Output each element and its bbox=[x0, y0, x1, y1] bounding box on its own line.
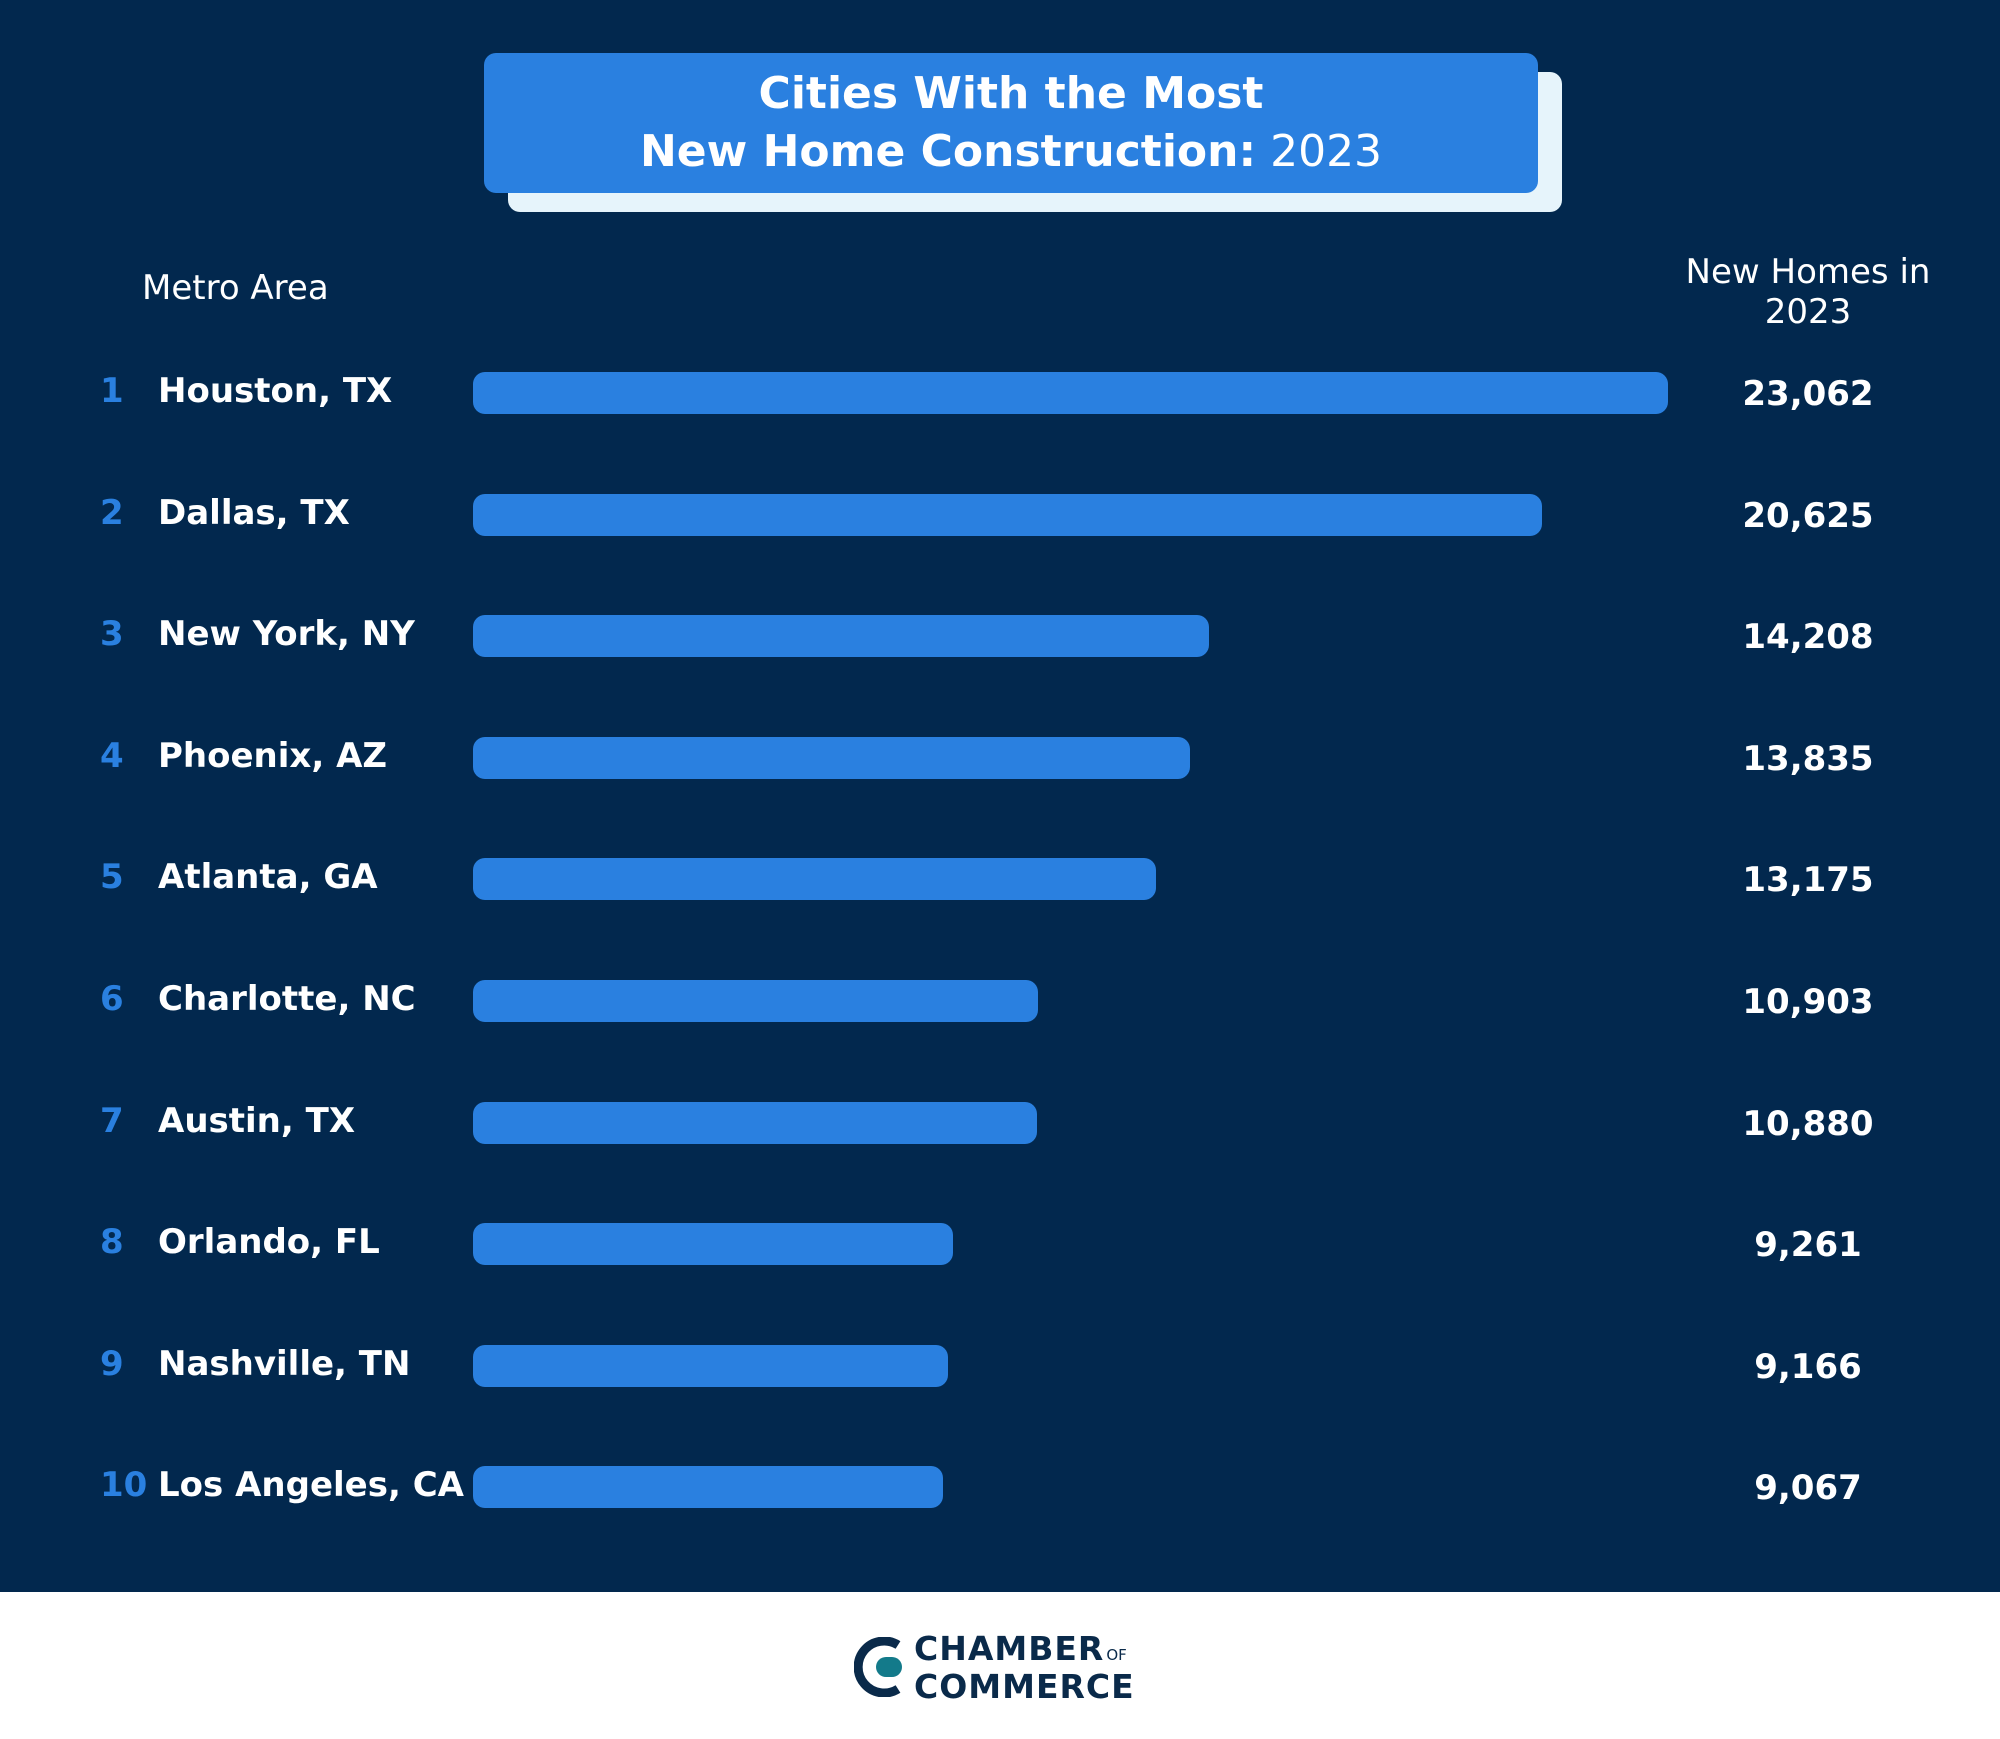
rank-number: 6 bbox=[100, 979, 124, 1019]
chamber-logo-icon bbox=[854, 1637, 902, 1697]
bar bbox=[473, 736, 1190, 779]
rank-number: 1 bbox=[100, 371, 124, 411]
rank-number: 9 bbox=[100, 1343, 124, 1384]
rank-number: 5 bbox=[100, 857, 124, 898]
value-label: 10,903 bbox=[1742, 982, 1874, 1022]
chamber-of-commerce-logo: CHAMBER OF COMMERCE bbox=[854, 1632, 1135, 1706]
rank-number: 2 bbox=[100, 492, 124, 533]
title-year: 2023 bbox=[1270, 126, 1383, 177]
city-label: Houston, TX bbox=[158, 371, 393, 411]
value-label: 20,625 bbox=[1742, 495, 1874, 536]
chart-panel bbox=[0, 0, 2000, 1592]
bar bbox=[473, 1101, 1037, 1144]
bar bbox=[473, 1344, 948, 1387]
city-label: Phoenix, AZ bbox=[158, 735, 388, 776]
value-label: 13,175 bbox=[1742, 860, 1874, 901]
value-label: 13,835 bbox=[1742, 738, 1874, 779]
bar bbox=[473, 1223, 953, 1266]
bar bbox=[473, 493, 1542, 536]
rank-number: 4 bbox=[100, 735, 124, 776]
metro-area-header: Metro Area bbox=[142, 268, 329, 308]
value-label: 9,261 bbox=[1754, 1225, 1862, 1266]
value-label: 9,166 bbox=[1754, 1346, 1862, 1387]
logo-commerce: COMMERCE bbox=[914, 1666, 1135, 1706]
value-label: 14,208 bbox=[1742, 617, 1874, 658]
value-label: 23,062 bbox=[1742, 374, 1874, 414]
rank-number: 10 bbox=[100, 1465, 148, 1506]
new-homes-header: New Homes in 2023 bbox=[1685, 252, 1931, 332]
city-label: Orlando, FL bbox=[158, 1222, 380, 1263]
title-line-2: New Home Construction: 2023 bbox=[640, 123, 1382, 181]
value-label: 10,880 bbox=[1742, 1103, 1874, 1144]
bar bbox=[473, 980, 1038, 1022]
value-label: 9,067 bbox=[1754, 1468, 1862, 1509]
city-label: New York, NY bbox=[158, 614, 415, 655]
city-label: Nashville, TN bbox=[158, 1343, 411, 1384]
chart-title: Cities With the Most New Home Constructi… bbox=[484, 53, 1538, 193]
bar bbox=[473, 1466, 943, 1509]
rank-number: 3 bbox=[100, 614, 124, 655]
rank-number: 7 bbox=[100, 1100, 124, 1141]
bar bbox=[473, 615, 1209, 658]
logo-chamber: CHAMBER bbox=[914, 1628, 1105, 1668]
city-label: Atlanta, GA bbox=[158, 857, 378, 898]
city-label: Dallas, TX bbox=[158, 492, 350, 533]
rank-number: 8 bbox=[100, 1222, 124, 1263]
logo-of: OF bbox=[1106, 1645, 1127, 1664]
city-label: Charlotte, NC bbox=[158, 979, 416, 1019]
city-label: Austin, TX bbox=[158, 1100, 356, 1141]
city-label: Los Angeles, CA bbox=[158, 1465, 464, 1506]
title-line-1: Cities With the Most bbox=[758, 68, 1264, 119]
bar bbox=[473, 858, 1156, 901]
bar bbox=[473, 372, 1668, 414]
title-line-2-bold: New Home Construction: bbox=[639, 126, 1257, 177]
